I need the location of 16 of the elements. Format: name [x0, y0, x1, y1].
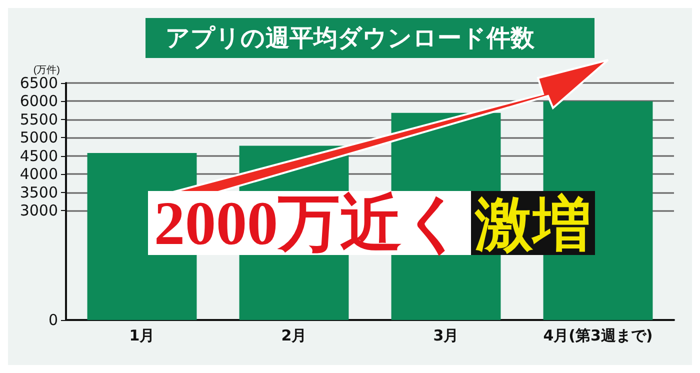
y-tick-label: 3500 — [20, 183, 58, 202]
x-tick-label: 1月 — [129, 326, 155, 344]
y-tick-label: 6000 — [20, 92, 58, 110]
y-tick-label: 0 — [48, 311, 58, 329]
y-tick-label: 4500 — [20, 146, 58, 165]
y-tick-label: 3000 — [20, 202, 58, 220]
y-tick-label: 6500 — [20, 74, 58, 92]
x-tick-label: 2月 — [281, 326, 307, 344]
y-tick-label: 5000 — [20, 128, 58, 147]
y-axis-title: (万件) — [33, 65, 60, 76]
annotation: 2000万近く激増 — [154, 190, 591, 258]
y-tick-label: 4000 — [20, 165, 58, 184]
y-tick-label: 5500 — [20, 110, 58, 128]
x-tick-label: 3月 — [433, 326, 459, 344]
chart-title: アプリの週平均ダウンロード件数 — [166, 24, 536, 52]
x-tick-label: 4月(第3週まで) — [543, 326, 653, 344]
